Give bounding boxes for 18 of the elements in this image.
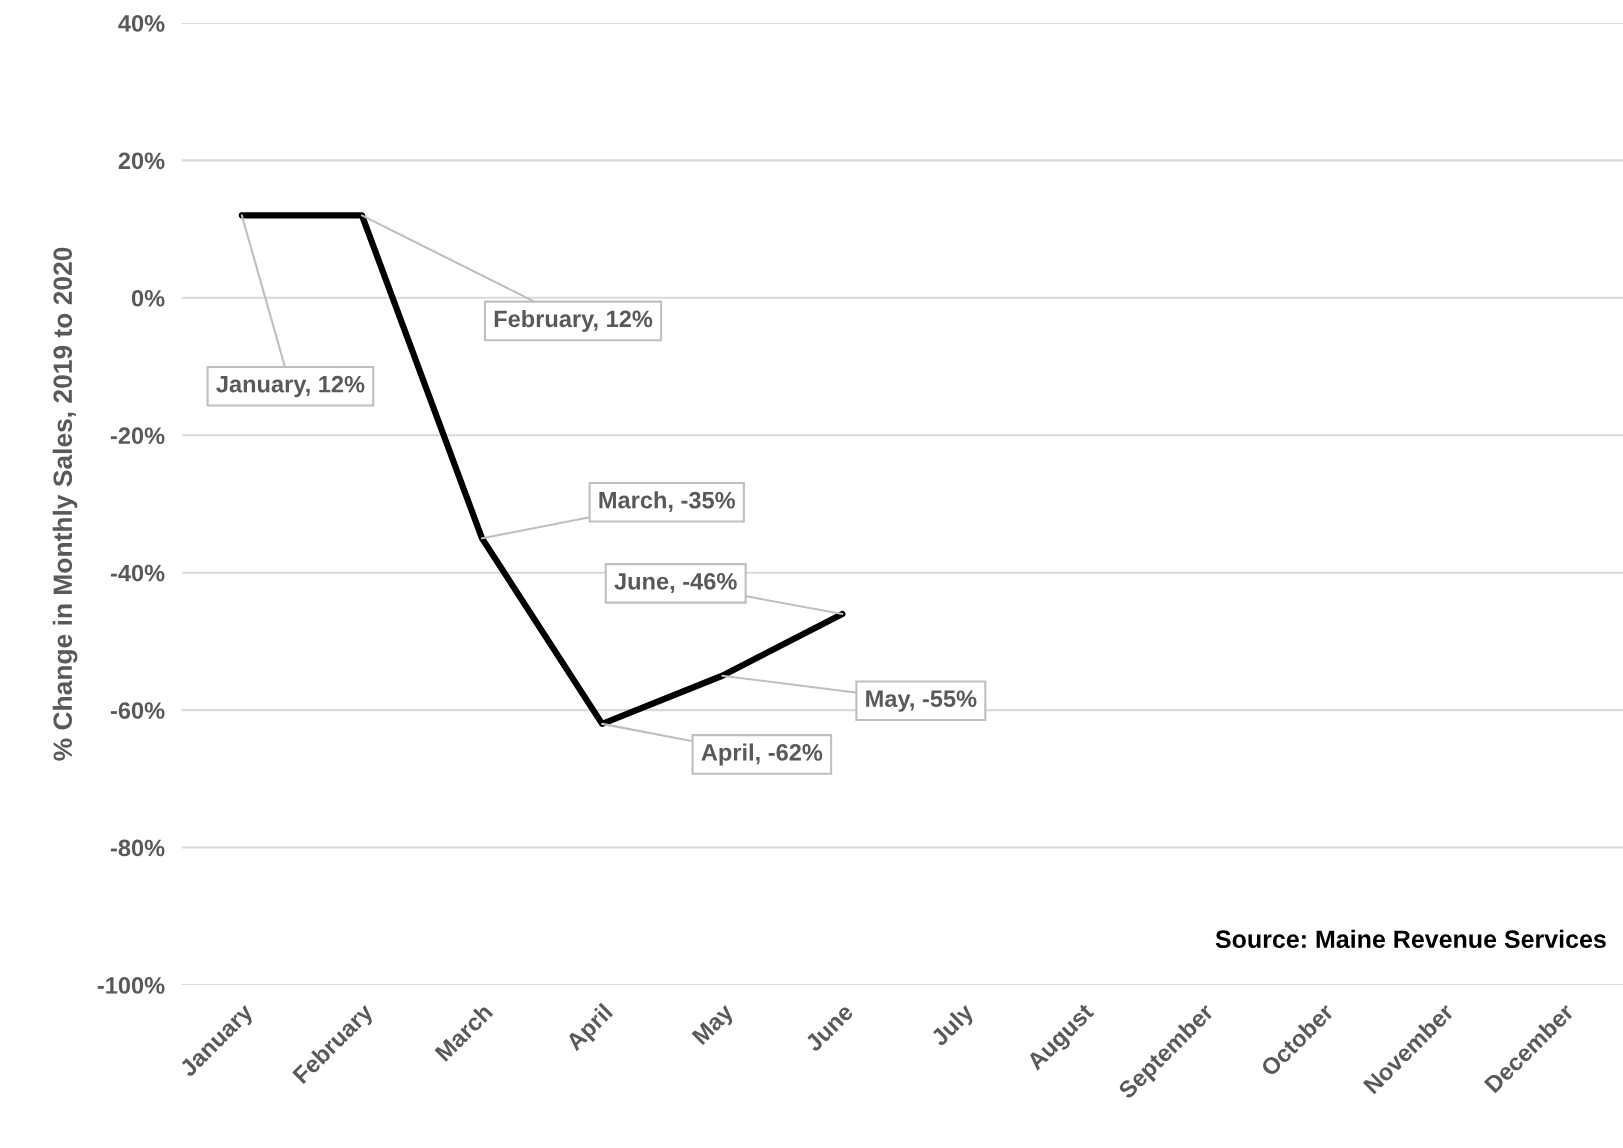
data-label: April, -62% <box>701 743 823 766</box>
y-tick-label: -40% <box>110 564 165 582</box>
y-tick-label: -20% <box>110 427 165 445</box>
data-label: June, -46% <box>614 572 737 594</box>
y-axis-title: % Change in Monthly Sales, 2019 to 2020 <box>52 247 78 761</box>
x-tick-label: July <box>929 1001 978 1051</box>
annotation: Source: Maine Revenue Services <box>1215 929 1606 949</box>
y-tick-label: -60% <box>110 702 165 719</box>
y-tick-label: 40% <box>118 15 165 32</box>
y-tick-label: 20% <box>118 152 165 170</box>
x-tick-label: May <box>691 1002 738 1049</box>
data-label: January, 12% <box>216 375 365 398</box>
data-label: May, -55% <box>866 690 977 712</box>
y-tick-label: -80% <box>110 839 165 857</box>
y-tick-label: -100% <box>97 977 165 994</box>
data-label: February, 12% <box>494 309 653 332</box>
y-tick-label: 0% <box>131 289 165 307</box>
data-label: March, -35% <box>599 491 736 512</box>
